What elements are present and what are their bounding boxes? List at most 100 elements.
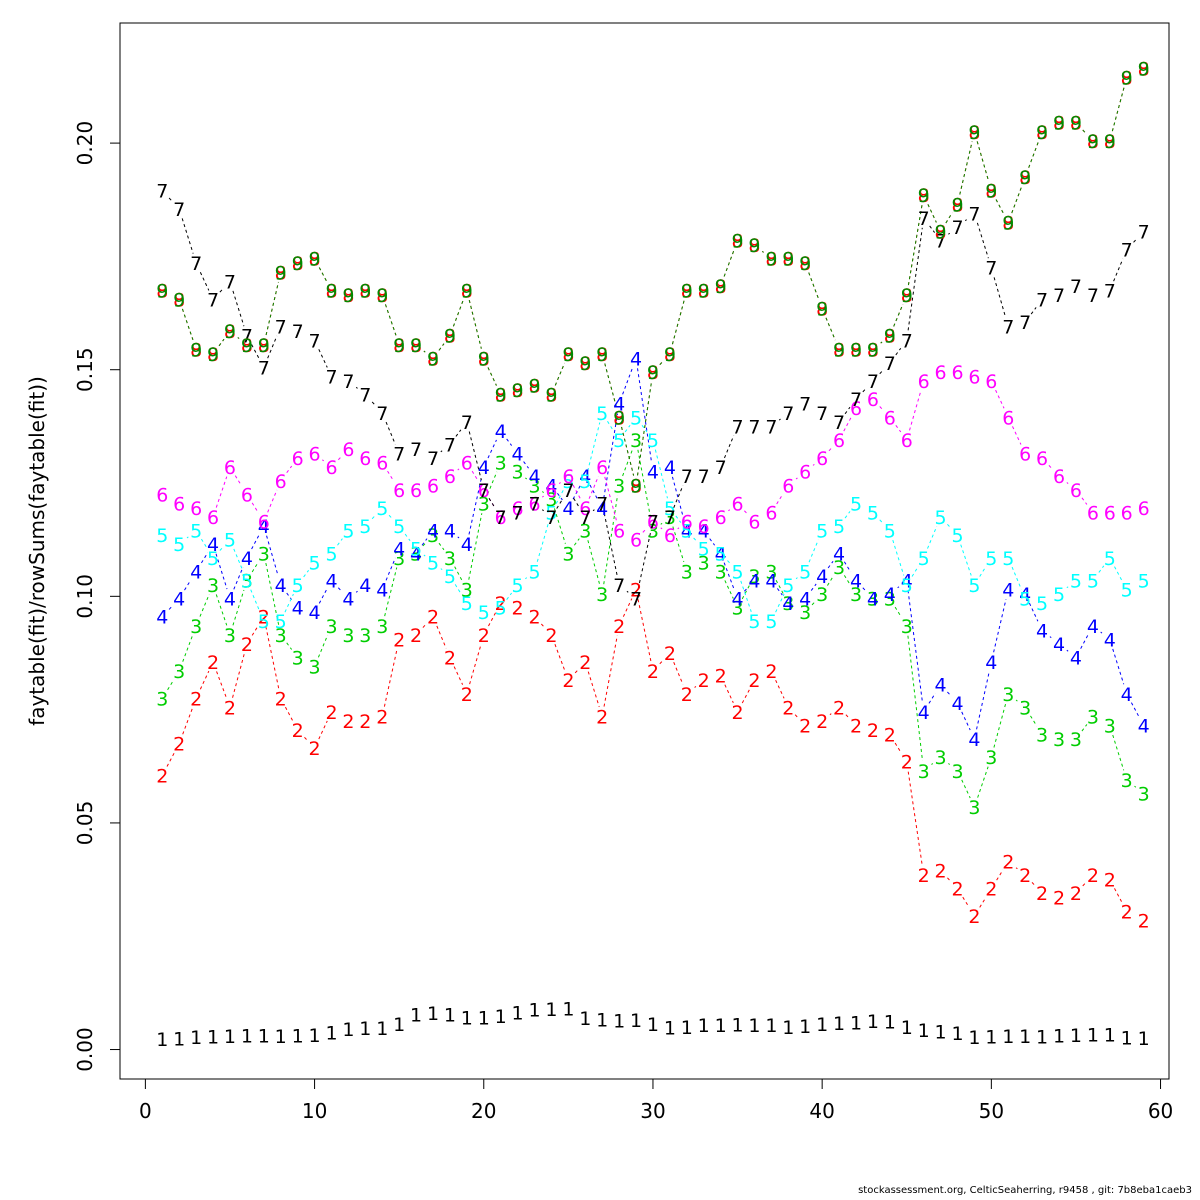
series-3-point: 3 — [748, 566, 760, 588]
series-3-point: 3 — [715, 561, 727, 583]
series-5-point: 5 — [495, 598, 507, 620]
series-2-segment — [574, 669, 579, 674]
series-3-point: 3 — [1138, 783, 1150, 805]
series-4-point: 4 — [444, 521, 456, 543]
series-2-segment — [436, 625, 447, 649]
series-3-segment — [251, 561, 259, 573]
series-2-segment — [1031, 882, 1036, 887]
series-5-point: 5 — [681, 521, 693, 543]
series-4-segment — [993, 599, 1007, 653]
series-5-point: 5 — [884, 521, 896, 543]
series-4-segment — [233, 566, 244, 590]
series-2-point: 2 — [224, 697, 236, 719]
series-5-point: 5 — [156, 525, 168, 547]
series-8-point: 8 — [342, 285, 354, 307]
series-9-point: 9 — [461, 280, 473, 302]
series-2-point: 2 — [596, 706, 608, 728]
series-6-point: 6 — [579, 498, 591, 520]
series-3-segment — [542, 491, 544, 494]
series-5-point: 5 — [410, 539, 422, 561]
series-4-point: 4 — [1036, 620, 1048, 642]
series-2-point: 2 — [968, 906, 980, 928]
series-6-point: 6 — [309, 444, 321, 466]
series-5-point: 5 — [596, 403, 608, 425]
series-5-point: 5 — [1053, 584, 1065, 606]
series-3-segment — [199, 594, 210, 617]
series-8-point: 8 — [579, 353, 591, 375]
series-1-point: 1 — [495, 1006, 507, 1028]
series-2-segment — [637, 599, 652, 662]
series-3-point: 3 — [562, 543, 574, 565]
series-3-point: 3 — [528, 475, 540, 497]
series-1-point: 1 — [968, 1027, 980, 1049]
series-8-point: 8 — [1138, 58, 1150, 80]
series-7-point: 7 — [562, 480, 574, 502]
series-5-point: 5 — [664, 498, 676, 520]
series-1-point: 1 — [884, 1011, 896, 1033]
series-6-segment — [215, 476, 228, 508]
series-9-point: 9 — [545, 385, 557, 407]
series-7-point: 7 — [596, 493, 608, 515]
series-1-point: 1 — [173, 1029, 185, 1051]
series-9-point: 9 — [765, 249, 777, 271]
series-5-segment — [555, 489, 565, 504]
series-5-point: 5 — [207, 548, 219, 570]
series-9-point: 9 — [613, 407, 625, 429]
series-6-segment — [642, 528, 647, 533]
series-4-point: 4 — [833, 543, 845, 565]
series-3-segment — [232, 589, 245, 626]
series-6-point: 6 — [173, 493, 185, 515]
series-9-point: 9 — [309, 249, 321, 271]
series-7-point: 7 — [901, 330, 913, 352]
series-8-point: 8 — [478, 348, 490, 370]
series-8-point: 8 — [664, 344, 676, 366]
series-3-segment — [553, 508, 566, 544]
series-1-point: 1 — [901, 1017, 913, 1039]
series-8-point: 8 — [1070, 113, 1082, 135]
series-7-point: 7 — [495, 507, 507, 529]
series-4-point: 4 — [901, 570, 913, 592]
series-1-point: 1 — [951, 1023, 963, 1045]
series-3-segment — [894, 606, 902, 618]
series-6-segment — [660, 527, 663, 530]
series-1-point: 1 — [765, 1015, 777, 1037]
series-7-segment — [724, 435, 735, 459]
series-7-segment — [455, 429, 462, 437]
series-2-point: 2 — [427, 607, 439, 629]
series-3-point: 3 — [461, 580, 473, 602]
series-3-point: 3 — [376, 616, 388, 638]
series-9-segment — [945, 212, 953, 224]
series-2-point: 2 — [1121, 901, 1133, 923]
series-1-point: 1 — [1138, 1028, 1150, 1050]
series-4-segment — [1049, 636, 1052, 639]
series-6-segment — [1081, 497, 1088, 505]
series-2-segment — [962, 896, 970, 908]
series-9-point: 9 — [1121, 67, 1133, 89]
series-9-point: 9 — [985, 181, 997, 203]
series-4-point: 4 — [951, 693, 963, 715]
series-9-point: 9 — [275, 262, 287, 284]
series-5-point: 5 — [512, 575, 524, 597]
series-6-segment — [251, 502, 259, 514]
series-7-point: 7 — [359, 385, 371, 407]
series-4-point: 4 — [732, 589, 744, 611]
series-7-segment — [232, 290, 245, 327]
series-8-point: 8 — [1036, 122, 1048, 144]
series-7-point: 7 — [681, 466, 693, 488]
series-2-segment — [794, 714, 799, 719]
series-2-segment — [251, 624, 259, 636]
series-5-segment — [1114, 566, 1123, 581]
series-5-point: 5 — [715, 543, 727, 565]
series-1-point: 1 — [748, 1015, 760, 1037]
series-2-segment — [232, 653, 245, 698]
series-3-segment — [672, 526, 685, 562]
series-8-point: 8 — [359, 280, 371, 302]
series-3-point: 3 — [156, 688, 168, 710]
series-1-point: 1 — [292, 1025, 304, 1047]
series-6-point: 6 — [359, 448, 371, 470]
series-8-point: 8 — [512, 380, 524, 402]
series-7-point: 7 — [968, 203, 980, 225]
series-7-point: 7 — [918, 208, 930, 230]
